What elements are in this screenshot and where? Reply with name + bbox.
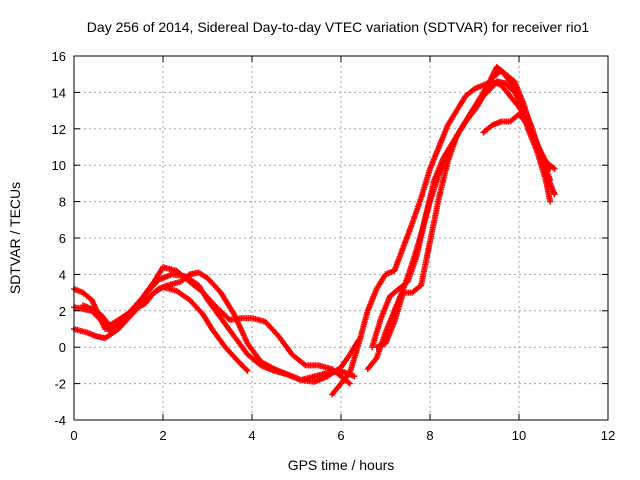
- y-tick-label: 12: [52, 122, 66, 137]
- x-tick-label: 12: [601, 428, 615, 443]
- series-track-c: [71, 269, 362, 385]
- series-track-e: [329, 78, 558, 398]
- x-tick-label: 6: [337, 428, 344, 443]
- x-tick-label: 2: [159, 428, 166, 443]
- grid: [74, 56, 608, 420]
- data-point-marker: [225, 315, 232, 322]
- y-axis-label: SDTVAR / TECUs: [7, 182, 23, 294]
- x-axis-label: GPS time / hours: [288, 457, 395, 473]
- axis-ticks: 0 2 4 6 8 10 12 -4 -2 0 2 4 6 8 10 12 14 16: [52, 49, 616, 443]
- data-point-marker: [547, 198, 554, 205]
- data-point-marker: [345, 379, 352, 386]
- x-tick-label: 10: [512, 428, 526, 443]
- data-point-marker: [346, 380, 353, 387]
- x-tick-label: 0: [70, 428, 77, 443]
- y-tick-label: 10: [52, 158, 66, 173]
- data-point-marker: [551, 191, 558, 198]
- y-tick-label: 14: [52, 85, 66, 100]
- series-track-i: [480, 111, 558, 198]
- data-point-marker: [547, 165, 554, 172]
- data-point-marker: [243, 366, 250, 373]
- y-tick-label: 6: [59, 231, 66, 246]
- y-tick-label: 4: [59, 267, 66, 282]
- data-point-marker: [244, 367, 251, 374]
- series-track-d: [79, 284, 251, 374]
- data-point-marker: [351, 373, 358, 380]
- y-tick-label: 2: [59, 304, 66, 319]
- y-tick-label: 16: [52, 49, 66, 64]
- x-tick-label: 4: [248, 428, 255, 443]
- y-tick-label: -4: [54, 413, 66, 428]
- chart-title: Day 256 of 2014, Sidereal Day-to-day VTE…: [87, 19, 590, 35]
- y-tick-label: 8: [59, 195, 66, 210]
- x-tick-label: 8: [426, 428, 433, 443]
- y-tick-label: 0: [59, 340, 66, 355]
- y-tick-label: -2: [54, 377, 66, 392]
